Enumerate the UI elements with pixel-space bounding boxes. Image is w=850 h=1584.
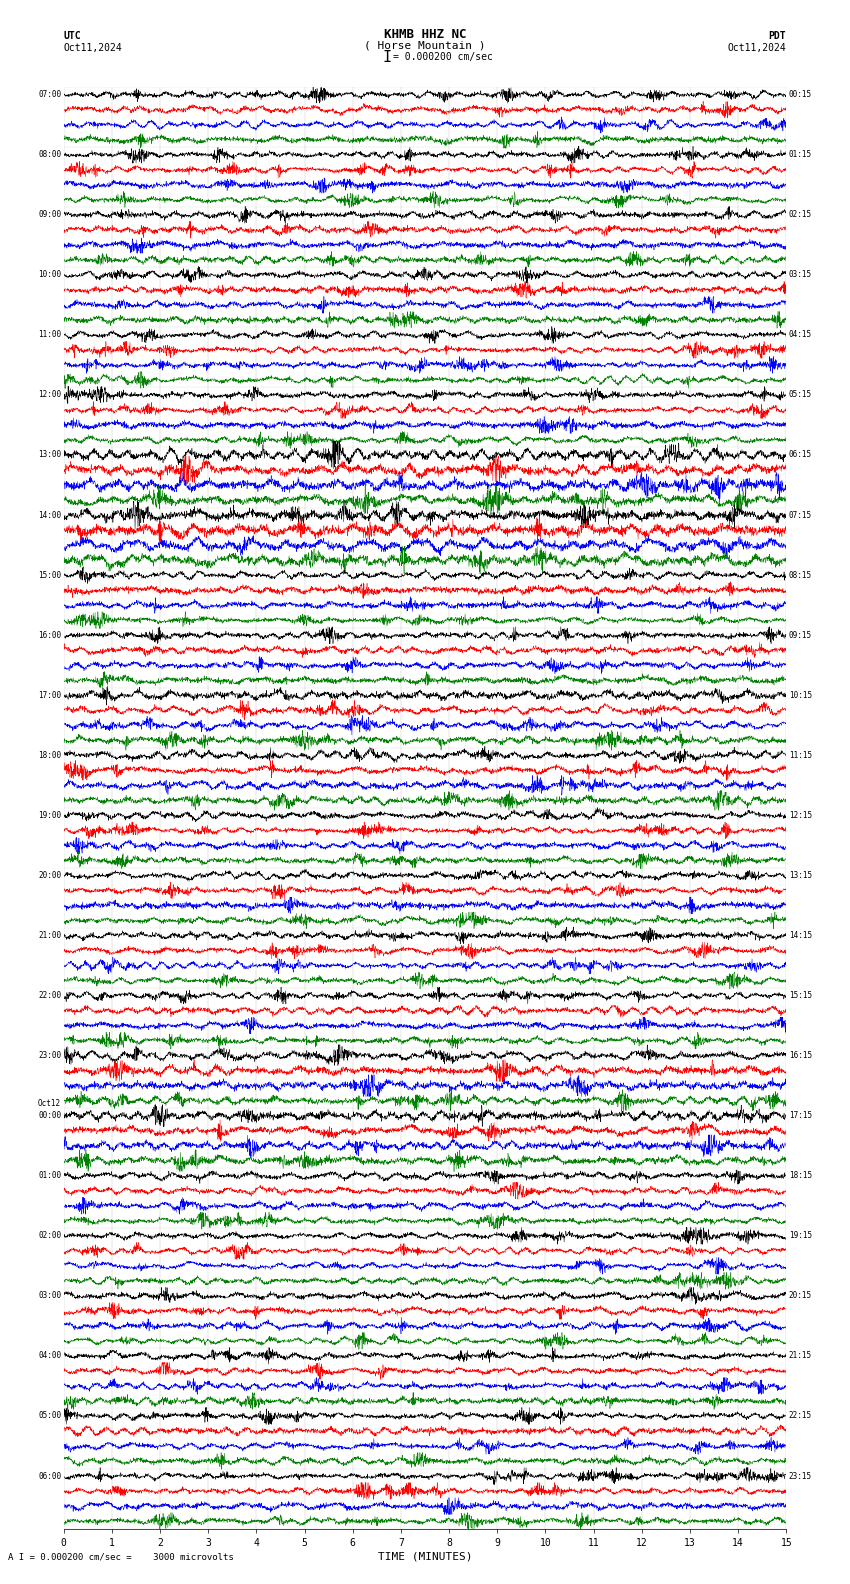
Text: 11:00: 11:00	[38, 331, 61, 339]
Text: 03:00: 03:00	[38, 1291, 61, 1300]
Text: 23:15: 23:15	[789, 1472, 812, 1481]
Text: 16:15: 16:15	[789, 1052, 812, 1060]
X-axis label: TIME (MINUTES): TIME (MINUTES)	[377, 1552, 473, 1562]
Text: 13:00: 13:00	[38, 450, 61, 459]
Text: 09:00: 09:00	[38, 211, 61, 219]
Text: 18:15: 18:15	[789, 1171, 812, 1180]
Text: 07:00: 07:00	[38, 90, 61, 100]
Text: 12:15: 12:15	[789, 811, 812, 821]
Text: 07:15: 07:15	[789, 510, 812, 520]
Text: Oct12: Oct12	[38, 1099, 61, 1107]
Text: 14:00: 14:00	[38, 510, 61, 520]
Text: A I = 0.000200 cm/sec =    3000 microvolts: A I = 0.000200 cm/sec = 3000 microvolts	[8, 1552, 235, 1562]
Text: 19:15: 19:15	[789, 1231, 812, 1240]
Text: 21:15: 21:15	[789, 1351, 812, 1361]
Text: 18:00: 18:00	[38, 751, 61, 760]
Text: 19:00: 19:00	[38, 811, 61, 821]
Text: 15:00: 15:00	[38, 570, 61, 580]
Text: 02:00: 02:00	[38, 1231, 61, 1240]
Text: 20:00: 20:00	[38, 871, 61, 879]
Text: PDT: PDT	[768, 32, 786, 41]
Text: 11:15: 11:15	[789, 751, 812, 760]
Text: UTC: UTC	[64, 32, 82, 41]
Text: 10:00: 10:00	[38, 271, 61, 279]
Text: 14:15: 14:15	[789, 931, 812, 939]
Text: 06:15: 06:15	[789, 450, 812, 459]
Text: Oct11,2024: Oct11,2024	[64, 43, 122, 52]
Text: 04:15: 04:15	[789, 331, 812, 339]
Text: 20:15: 20:15	[789, 1291, 812, 1300]
Text: 04:00: 04:00	[38, 1351, 61, 1361]
Text: I: I	[382, 49, 391, 65]
Text: 12:00: 12:00	[38, 390, 61, 399]
Text: 01:15: 01:15	[789, 150, 812, 158]
Text: KHMB HHZ NC: KHMB HHZ NC	[383, 29, 467, 41]
Text: 08:15: 08:15	[789, 570, 812, 580]
Text: Oct11,2024: Oct11,2024	[728, 43, 786, 52]
Text: 05:00: 05:00	[38, 1411, 61, 1421]
Text: ( Horse Mountain ): ( Horse Mountain )	[365, 41, 485, 51]
Text: 10:15: 10:15	[789, 691, 812, 700]
Text: = 0.000200 cm/sec: = 0.000200 cm/sec	[393, 52, 493, 62]
Text: 16:00: 16:00	[38, 630, 61, 640]
Text: 03:15: 03:15	[789, 271, 812, 279]
Text: 17:00: 17:00	[38, 691, 61, 700]
Text: 21:00: 21:00	[38, 931, 61, 939]
Text: 02:15: 02:15	[789, 211, 812, 219]
Text: 15:15: 15:15	[789, 992, 812, 1000]
Text: 13:15: 13:15	[789, 871, 812, 879]
Text: 22:15: 22:15	[789, 1411, 812, 1421]
Text: 22:00: 22:00	[38, 992, 61, 1000]
Text: 17:15: 17:15	[789, 1110, 812, 1120]
Text: 00:00: 00:00	[38, 1110, 61, 1120]
Text: 08:00: 08:00	[38, 150, 61, 158]
Text: 09:15: 09:15	[789, 630, 812, 640]
Text: 23:00: 23:00	[38, 1052, 61, 1060]
Text: 01:00: 01:00	[38, 1171, 61, 1180]
Text: 00:15: 00:15	[789, 90, 812, 100]
Text: 06:00: 06:00	[38, 1472, 61, 1481]
Text: 05:15: 05:15	[789, 390, 812, 399]
